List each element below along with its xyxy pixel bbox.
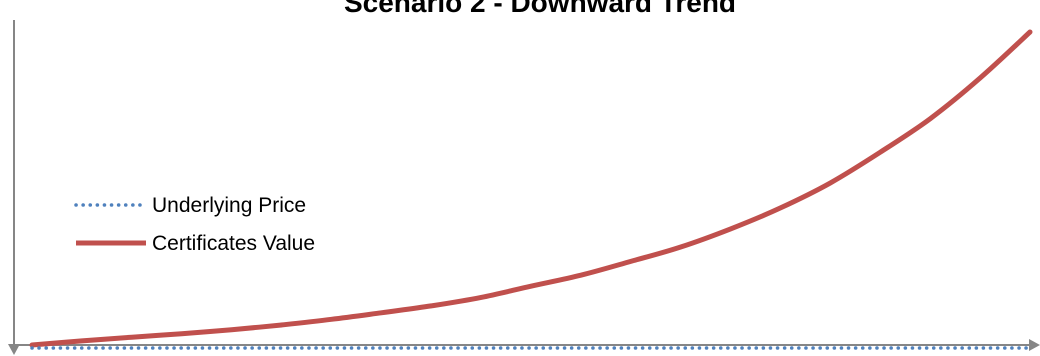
legend: Underlying Price Certificates Value: [74, 194, 315, 255]
legend-label-certificates-value: Certificates Value: [152, 232, 315, 255]
chart-title: Scenario 2 - Downward Trend: [344, 0, 736, 18]
series-line-certificates-value: [29, 29, 1033, 348]
axes: [8, 20, 1040, 355]
x-axis-arrow: [1029, 339, 1040, 351]
series-layer: [29, 29, 1033, 350]
legend-label-underlying-price: Underlying Price: [152, 194, 306, 217]
y-axis-arrow: [8, 344, 20, 355]
